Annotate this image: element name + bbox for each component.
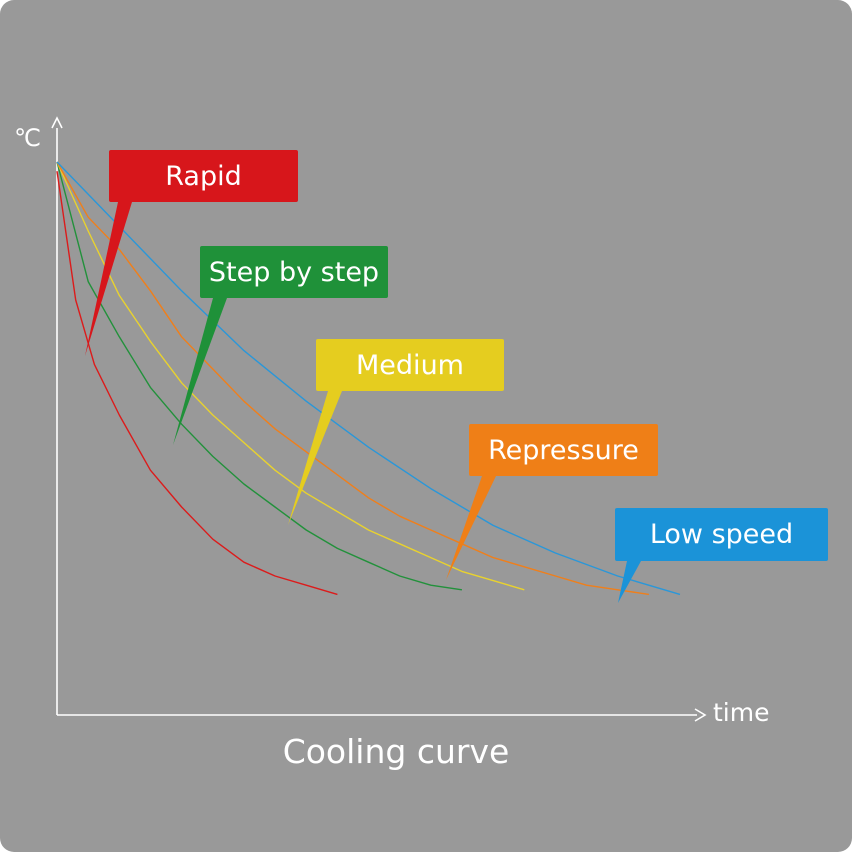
y-axis-label: ℃ [14,124,41,152]
repressure-label: Repressure [469,424,658,476]
series-line-step-by-step [56,161,463,591]
series-line-medium [56,161,525,591]
y-axis-arrow-icon [51,116,63,129]
series-line-low-speed [56,161,681,596]
x-axis-arrow-icon [694,708,707,722]
rapid-pointer [85,202,132,356]
low-speed-label: Low speed [615,508,828,561]
step-by-step-pointer [173,298,227,445]
series-line-rapid [56,171,338,596]
low-speed-pointer [618,561,641,603]
step-by-step-label: Step by step [200,246,388,298]
chart-title: Cooling curve [282,732,510,771]
repressure-pointer [446,476,496,580]
x-axis-label: time [713,698,770,727]
medium-label: Medium [316,339,504,391]
rapid-label: Rapid [109,150,298,202]
medium-pointer [288,391,342,525]
series-line-repressure [56,161,650,596]
